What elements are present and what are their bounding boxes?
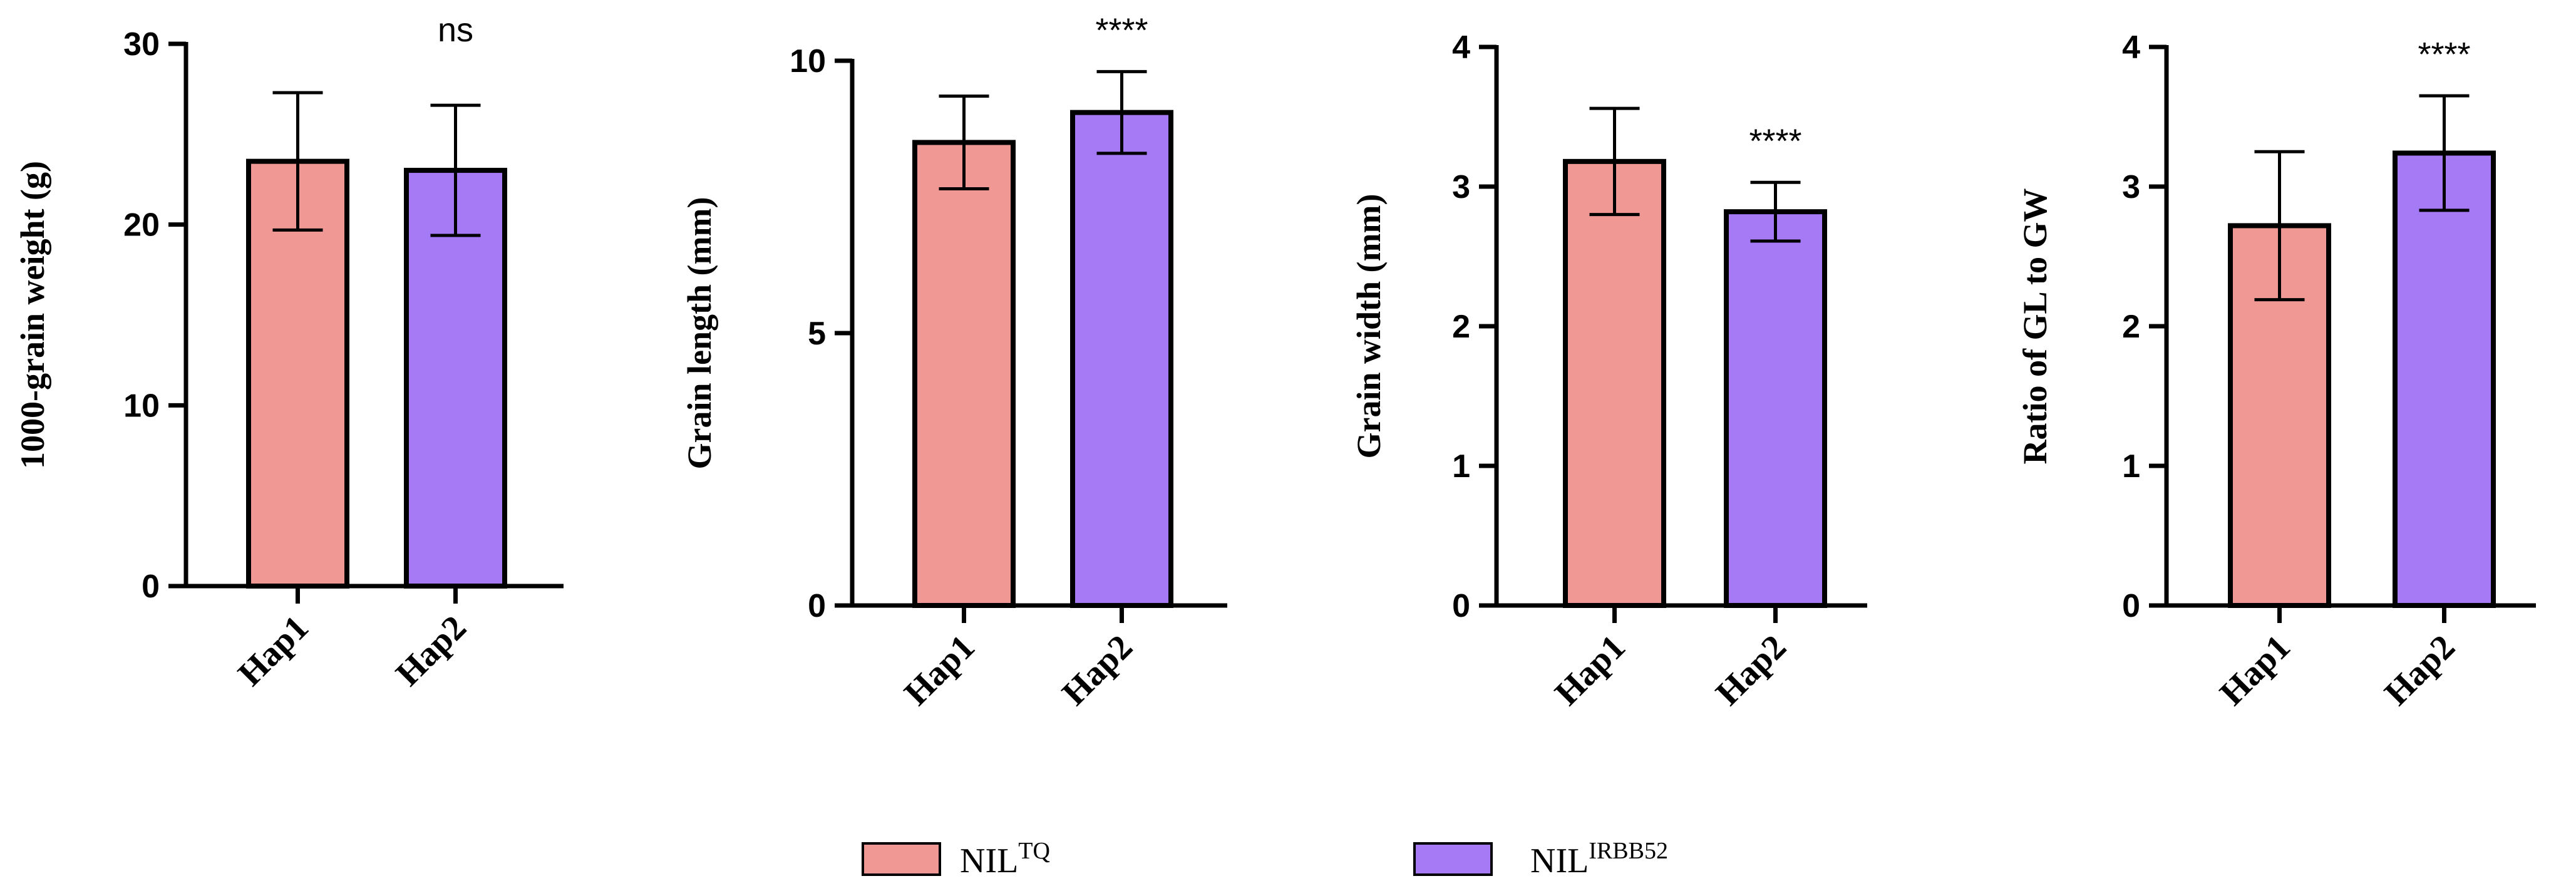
y-tick-label: 3 [1452,169,1470,205]
significance-label: **** [1749,122,1801,160]
chart-1: 1000-grain weight (g) 0 10 20 30 Hap1 Hap2 ns [14,11,564,694]
bar-hap1 [1563,158,1666,608]
y-tick-label: 0 [808,588,826,624]
y-axis-label: Ratio of GL to GW [2016,188,2054,465]
y-axis-label: Grain length (mm) [681,197,718,470]
x-tick-label-hap1: Hap1 [1547,627,1632,713]
y-tick-label: 2 [2122,309,2140,345]
y-tick-label: 5 [808,316,826,352]
y-tick-label: 10 [123,388,160,424]
bar-hap2 [1724,209,1827,608]
x-tick-label-hap1: Hap1 [897,627,982,713]
y-tick-label: 3 [2122,169,2140,205]
y-tick-label: 0 [142,569,160,605]
y-tick-label: 0 [1452,588,1470,624]
y-tick-label: 4 [1452,29,1470,66]
y-axis-label: Grain width (mm) [1350,194,1388,459]
y-tick-label: 20 [123,207,160,244]
y-tick-label: 1 [1452,448,1470,485]
legend: NILTQ NILIRBB52 [862,838,1668,880]
y-tick-label: 4 [2122,29,2140,66]
legend-label-nil-irbb52: NILIRBB52 [1530,838,1668,880]
legend-label-nil-tq: NILTQ [960,838,1050,880]
y-tick-label: 2 [1452,309,1470,345]
y-tick-label: 1 [2122,448,2140,485]
legend-swatch-nil-tq [862,842,941,876]
chart-3: Grain width (mm) 0 1 2 3 4 Hap1 Hap2 **** [1350,29,1867,713]
chart-4: Ratio of GL to GW 0 1 2 3 4 Hap1 Hap2 **** [2016,29,2536,713]
significance-label: **** [1095,11,1148,49]
significance-label: **** [2418,36,2470,73]
bar-hap2 [1070,110,1173,608]
bar-hap1 [912,140,1016,608]
x-tick-label-hap1: Hap1 [2212,627,2297,713]
significance-label: ns [438,11,473,49]
bar-hap1 [246,158,349,589]
y-tick-label: 10 [790,43,826,80]
x-tick-label-hap2: Hap2 [2377,627,2462,713]
y-tick-label: 30 [123,26,160,63]
y-axis-label: 1000-grain weight (g) [14,161,51,469]
x-tick-label-hap2: Hap2 [1708,627,1793,713]
legend-swatch-nil-irbb52 [1413,842,1493,876]
x-tick-label-hap2: Hap2 [1054,627,1140,713]
x-tick-label-hap1: Hap1 [230,608,316,693]
bar-hap2 [2393,150,2496,609]
chart-2: Grain length (mm) 0 5 10 Hap1 Hap2 **** [681,11,1227,713]
y-tick-label: 0 [2122,588,2140,624]
x-tick-label-hap2: Hap2 [388,608,473,693]
